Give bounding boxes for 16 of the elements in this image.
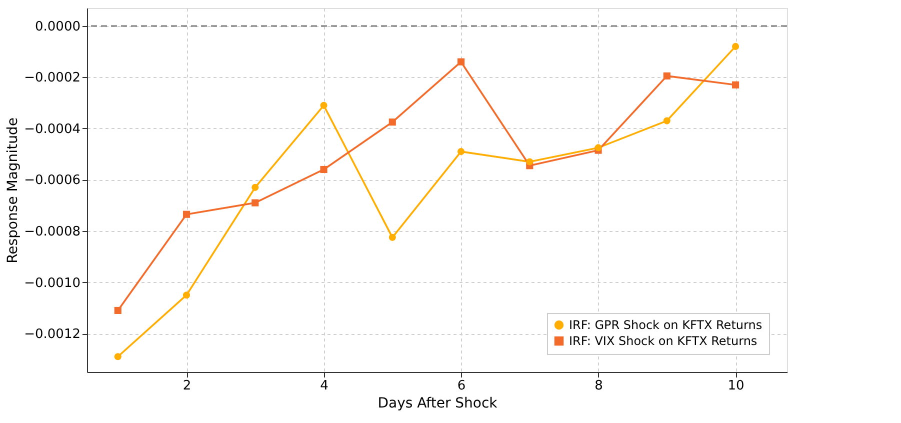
x-tick-label: 6: [457, 378, 466, 394]
y-axis-title: Response Magnitude: [5, 118, 22, 264]
y-tick-label: −0.0002: [24, 70, 80, 86]
legend-label: IRF: VIX Shock on KFTX Returns: [569, 334, 758, 348]
x-tick-label: 8: [594, 378, 603, 394]
y-tick-label: −0.0008: [24, 224, 80, 240]
y-tick-label: −0.0004: [24, 122, 80, 137]
y-tick-label: −0.0010: [24, 276, 80, 291]
y-tick-label: −0.0006: [24, 173, 80, 188]
x-axis-title: Days After Shock: [378, 396, 498, 412]
x-tick-label: 10: [728, 378, 744, 394]
x-tick-label: 2: [182, 378, 192, 394]
y-tick-label: 0.0000: [35, 19, 80, 34]
legend-label: IRF: GPR Shock on KFTX Returns: [569, 318, 762, 332]
y-tick-label: −0.0012: [24, 327, 80, 342]
x-tick-label: 4: [320, 378, 328, 394]
